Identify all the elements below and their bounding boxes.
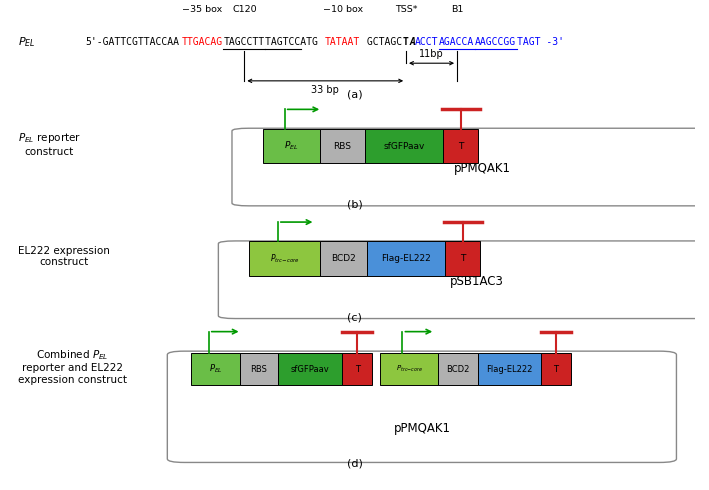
Text: sfGFPaav: sfGFPaav	[383, 142, 425, 150]
Bar	[191, 353, 240, 385]
FancyBboxPatch shape	[232, 128, 709, 206]
Bar	[262, 129, 320, 163]
Text: Combined $P_{EL}$
reporter and EL222
expression construct: Combined $P_{EL}$ reporter and EL222 exp…	[18, 348, 127, 385]
Text: −35 box: −35 box	[182, 5, 223, 14]
FancyBboxPatch shape	[167, 351, 676, 463]
Bar	[541, 353, 571, 385]
Text: TAGTCCATG: TAGTCCATG	[265, 37, 324, 47]
Text: Flag-EL222: Flag-EL222	[486, 365, 532, 374]
Text: EL222 expression
construct: EL222 expression construct	[18, 246, 109, 268]
Bar	[438, 353, 478, 385]
Text: T: T	[403, 37, 409, 47]
Text: ACCT: ACCT	[415, 37, 439, 47]
Bar	[240, 353, 278, 385]
Text: TTGACAG: TTGACAG	[182, 37, 223, 47]
Text: $P_{EL}$: $P_{EL}$	[209, 363, 223, 375]
Bar	[278, 353, 342, 385]
Text: TAGCCTT: TAGCCTT	[223, 37, 264, 47]
Text: RBS: RBS	[334, 142, 352, 150]
Text: $P_{EL}$: $P_{EL}$	[18, 35, 35, 49]
Text: $P_{trc\mathit{-}core}$: $P_{trc\mathit{-}core}$	[396, 364, 423, 374]
Text: BCD2: BCD2	[331, 254, 356, 263]
Bar	[367, 242, 445, 276]
Text: AGACCA: AGACCA	[439, 37, 474, 47]
Text: T: T	[554, 365, 559, 374]
Text: (c): (c)	[347, 312, 362, 322]
Bar	[320, 129, 364, 163]
Bar	[342, 353, 372, 385]
Bar	[445, 242, 481, 276]
Text: TAGT -3': TAGT -3'	[517, 37, 564, 47]
FancyBboxPatch shape	[218, 241, 709, 318]
Text: B1: B1	[451, 5, 463, 14]
Text: TSS*: TSS*	[395, 5, 418, 14]
Bar	[320, 242, 367, 276]
Bar	[478, 353, 541, 385]
Text: 5'-GATTCGTTACCAA: 5'-GATTCGTTACCAA	[86, 37, 179, 47]
Text: GCTAGC: GCTAGC	[361, 37, 402, 47]
Text: TATAAT: TATAAT	[325, 37, 360, 47]
Text: Flag-EL222: Flag-EL222	[381, 254, 431, 263]
Bar	[380, 353, 438, 385]
Text: BCD2: BCD2	[446, 365, 469, 374]
Text: −10 box: −10 box	[323, 5, 363, 14]
Text: pSB1AC3: pSB1AC3	[450, 275, 504, 288]
Bar	[364, 129, 443, 163]
Text: C120: C120	[232, 5, 257, 14]
Text: 33 bp: 33 bp	[311, 85, 339, 95]
Text: RBS: RBS	[250, 365, 267, 374]
Text: T: T	[460, 254, 465, 263]
Text: $P_{trc\mathit{-}core}$: $P_{trc\mathit{-}core}$	[270, 252, 300, 265]
Text: T: T	[458, 142, 464, 150]
Text: pPMQAK1: pPMQAK1	[454, 162, 511, 175]
Bar	[249, 242, 320, 276]
Text: pPMQAK1: pPMQAK1	[393, 421, 450, 435]
Text: AAGCCGG: AAGCCGG	[475, 37, 516, 47]
Text: T: T	[354, 365, 359, 374]
Text: $P_{EL}$: $P_{EL}$	[284, 140, 298, 152]
Text: $P_{EL}$ reporter
construct: $P_{EL}$ reporter construct	[18, 131, 81, 157]
Text: A: A	[409, 37, 415, 47]
Text: (a): (a)	[347, 90, 362, 99]
Text: (b): (b)	[347, 199, 362, 210]
Text: 11bp: 11bp	[419, 49, 444, 59]
Bar	[443, 129, 479, 163]
Text: (d): (d)	[347, 459, 362, 469]
Text: sfGFPaav: sfGFPaav	[291, 365, 329, 374]
